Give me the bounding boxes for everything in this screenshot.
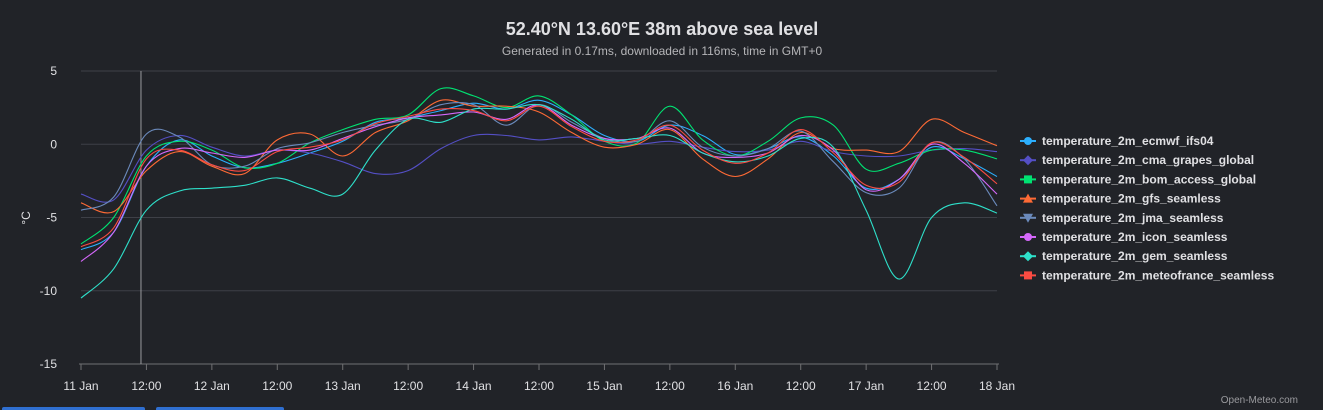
y-axis-ticks: 5 0 -5 -10 -15 (40, 64, 58, 371)
legend-marker-triangle-icon (1023, 193, 1033, 203)
legend-marker-diamond-icon (1023, 155, 1033, 166)
grid-lines (79, 70, 999, 365)
legend-marker-circle-icon (1024, 137, 1032, 145)
legend-item[interactable]: temperature_2m_jma_seamless (1020, 211, 1224, 225)
legend-item[interactable]: temperature_2m_cma_grapes_global (1020, 153, 1254, 167)
credit-link[interactable]: Open-Meteo.com (1221, 395, 1298, 406)
x-tick-label: 18 Jan (979, 379, 1015, 393)
legend-label: temperature_2m_jma_seamless (1042, 211, 1224, 225)
x-tick-label: 12:00 (393, 379, 423, 393)
legend-label: temperature_2m_bom_access_global (1042, 172, 1256, 186)
y-tick-label: -15 (40, 357, 58, 371)
series-line-temperature_2m_icon_seamless[interactable] (80, 104, 998, 262)
legend-item[interactable]: temperature_2m_icon_seamless (1020, 230, 1228, 244)
series-line-temperature_2m_cma_grapes_global[interactable] (80, 133, 998, 203)
legend-label: temperature_2m_ecmwf_ifs04 (1042, 134, 1214, 148)
y-axis-label: °C (19, 211, 33, 225)
chart-title: 52.40°N 13.60°E 38m above sea level (506, 19, 819, 39)
legend-item[interactable]: temperature_2m_gem_seamless (1020, 249, 1228, 263)
legend-label: temperature_2m_meteofrance_seamless (1042, 268, 1274, 282)
y-tick-label: 0 (50, 137, 57, 151)
x-tick-label: 17 Jan (848, 379, 884, 393)
x-tick-label: 12:00 (917, 379, 947, 393)
legend-item[interactable]: temperature_2m_meteofrance_seamless (1020, 268, 1274, 282)
x-tick-label: 12:00 (786, 379, 816, 393)
x-tick-label: 16 Jan (717, 379, 753, 393)
legend-label: temperature_2m_gfs_seamless (1042, 192, 1221, 206)
legend[interactable]: temperature_2m_ecmwf_ifs04 temperature_2m… (1020, 134, 1274, 282)
legend-label: temperature_2m_icon_seamless (1042, 230, 1228, 244)
series-line-temperature_2m_bom_access_global[interactable] (80, 87, 998, 245)
options-button[interactable] (156, 407, 284, 410)
x-axis-ticks: 11 Jan 12:00 12 Jan 12:00 13 Jan 12:00 14 Jan 1… (63, 364, 1015, 393)
legend-item[interactable]: temperature_2m_bom_access_global (1020, 172, 1256, 186)
x-tick-label: 13 Jan (325, 379, 361, 393)
legend-item[interactable]: temperature_2m_gfs_seamless (1020, 192, 1221, 206)
y-tick-label: 5 (50, 64, 57, 78)
legend-marker-circle-icon (1024, 233, 1032, 241)
series-line-temperature_2m_jma_seamless[interactable] (80, 101, 998, 211)
x-tick-label: 12:00 (262, 379, 292, 393)
legend-label: temperature_2m_cma_grapes_global (1042, 153, 1254, 167)
export-button[interactable] (2, 407, 145, 410)
x-tick-label: 12 Jan (194, 379, 230, 393)
series-line-temperature_2m_gem_seamless[interactable] (80, 103, 998, 299)
x-tick-label: 12:00 (131, 379, 161, 393)
chart-subtitle: Generated in 0.17ms, downloaded in 116ms… (502, 44, 823, 58)
legend-marker-square-icon (1024, 175, 1032, 184)
x-tick-label: 15 Jan (586, 379, 622, 393)
legend-item[interactable]: temperature_2m_ecmwf_ifs04 (1020, 134, 1214, 148)
y-tick-label: -5 (46, 211, 57, 225)
series-line-temperature_2m_meteofrance_seamless[interactable] (80, 105, 998, 248)
legend-label: temperature_2m_gem_seamless (1042, 249, 1228, 263)
x-tick-label: 14 Jan (456, 379, 492, 393)
series-line-temperature_2m_ecmwf_ifs04[interactable] (80, 99, 998, 251)
series-line-temperature_2m_gfs_seamless[interactable] (80, 99, 998, 214)
x-tick-label: 12:00 (524, 379, 554, 393)
x-tick-label: 11 Jan (63, 379, 98, 393)
x-tick-label: 12:00 (655, 379, 685, 393)
series-lines[interactable] (80, 87, 998, 299)
legend-marker-diamond-icon (1023, 251, 1033, 262)
legend-marker-square-icon (1024, 271, 1032, 280)
y-tick-label: -10 (40, 284, 58, 298)
legend-marker-triangle-down-icon (1023, 213, 1033, 223)
